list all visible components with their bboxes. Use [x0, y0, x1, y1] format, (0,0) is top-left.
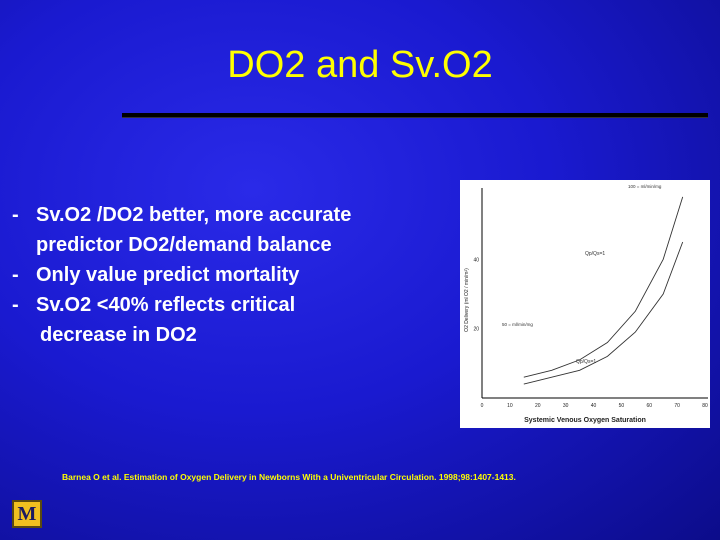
x-tick-label: 30	[563, 403, 569, 409]
x-tick-label: 70	[674, 403, 680, 409]
slide-title: DO2 and Sv.O2	[227, 44, 493, 86]
x-tick-label: 50	[619, 403, 625, 409]
citation-text: Barnea O et al. Estimation of Oxygen Del…	[62, 472, 516, 482]
chart-svg: 0 10 20 30 40 50 60 70 80 40 20 Systemic Venous O…	[464, 184, 708, 424]
series-label: Qp/Qs=1	[585, 251, 605, 257]
y-tick-label: 20	[473, 327, 479, 333]
x-axis-label: Systemic Venous Oxygen Saturation	[524, 417, 646, 424]
bullet-dash: -	[12, 264, 19, 286]
bullet-item: - Only value predict mortality	[12, 260, 452, 290]
chart-figure: 0 10 20 30 40 50 60 70 80 40 20 Systemic Venous O…	[460, 180, 710, 428]
bullet-item: - Sv.O2 /DO2 better, more accurate predi…	[12, 200, 452, 260]
series-group	[523, 196, 684, 385]
bullet-list: - Sv.O2 /DO2 better, more accurate predi…	[12, 200, 452, 350]
bullet-text: Sv.O2 /DO2 better, more accurate	[36, 204, 352, 226]
series-label: 100 = ml/min/mg	[628, 184, 662, 189]
series-line-2	[523, 241, 684, 385]
y-tick-group: 40 20	[473, 257, 479, 332]
y-axis-label: O2 Delivery (ml O2 / min/m²)	[464, 268, 470, 332]
x-tick-label: 80	[702, 403, 708, 409]
y-tick-label: 40	[473, 257, 479, 263]
series-line-1	[523, 196, 684, 378]
university-logo: M	[12, 500, 42, 528]
series-label: Qp/Qs=1	[576, 359, 596, 365]
x-tick-group: 0 10 20 30 40 50 60 70 80	[481, 403, 708, 409]
x-tick-label: 10	[507, 403, 513, 409]
x-tick-label: 0	[481, 403, 484, 409]
title-divider	[122, 113, 708, 117]
bullet-item: - Sv.O2 <40% reflects critical decrease …	[12, 290, 452, 350]
bullet-text-continued: predictor DO2/demand balance	[36, 234, 332, 256]
bullet-text: Sv.O2 <40% reflects critical	[36, 294, 296, 316]
x-tick-label: 40	[591, 403, 597, 409]
x-tick-label: 60	[646, 403, 652, 409]
x-tick-label: 20	[535, 403, 541, 409]
bullet-text-continued: decrease in DO2	[40, 324, 197, 346]
series-label: 50 = ml/min/mg	[502, 322, 533, 327]
bullet-dash: -	[12, 294, 19, 316]
bullet-dash: -	[12, 204, 19, 226]
bullet-text: Only value predict mortality	[36, 264, 300, 286]
